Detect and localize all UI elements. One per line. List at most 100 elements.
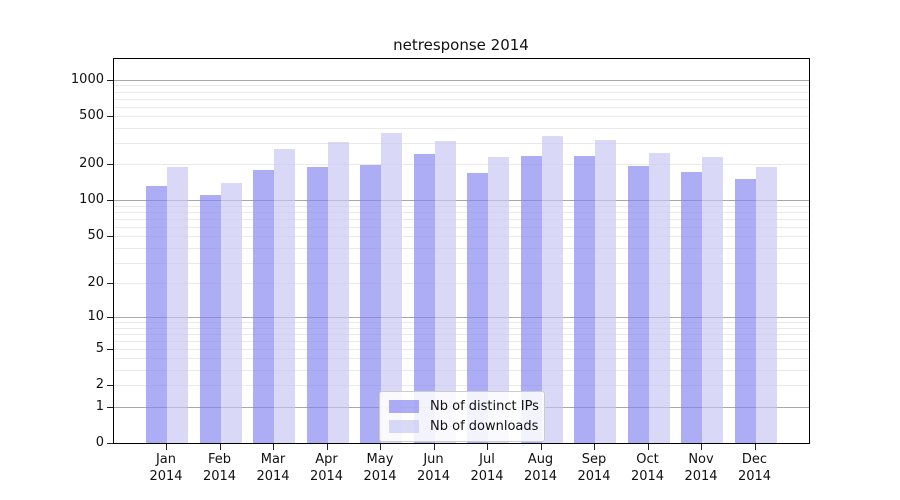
legend: Nb of distinct IPs Nb of downloads — [379, 391, 545, 442]
x-tick-mark — [380, 444, 381, 450]
y-tick-mark — [107, 116, 113, 118]
x-axis-tick-label: Mar 2014 — [256, 452, 290, 484]
y-tick-mark — [107, 200, 113, 202]
legend-entry-downloads: Nb of downloads — [389, 419, 539, 434]
grid-line-minor — [114, 247, 809, 249]
y-axis-tick-label: 2 — [95, 377, 104, 393]
bar-downloads — [702, 156, 723, 443]
bar-distinct-ips — [146, 185, 167, 443]
grid-line-minor — [114, 282, 809, 284]
bar-distinct-ips — [306, 166, 328, 443]
bar-distinct-ips — [681, 171, 702, 443]
y-tick-mark — [107, 79, 113, 81]
chart-title: netresponse 2014 — [393, 36, 529, 54]
x-tick-mark — [433, 444, 435, 450]
grid-line-minor — [114, 348, 809, 350]
grid-line-minor — [114, 127, 809, 129]
y-axis-tick-label: 1000 — [70, 71, 104, 87]
legend-swatch-downloads — [389, 420, 419, 433]
legend-label-distinct-ips: Nb of distinct IPs — [430, 399, 539, 414]
y-tick-mark — [107, 164, 113, 166]
x-axis-tick-label: Apr 2014 — [309, 452, 344, 484]
grid-line-minor — [114, 164, 809, 166]
grid-line-minor — [114, 116, 809, 118]
y-axis-tick-label: 50 — [87, 228, 104, 244]
bar-distinct-ips — [467, 173, 488, 443]
x-axis-tick-label: Nov 2014 — [684, 452, 718, 484]
grid-line-minor — [114, 218, 809, 220]
y-tick-mark — [107, 316, 113, 318]
y-axis-tick-label: 200 — [79, 156, 104, 172]
x-axis-tick-label: Dec 2014 — [737, 452, 772, 484]
y-axis-tick-label: 0 — [95, 435, 104, 450]
legend-label-downloads: Nb of downloads — [430, 419, 539, 434]
y-axis-tick-label: 1 — [95, 398, 104, 414]
y-tick-mark — [107, 406, 113, 408]
bar-distinct-ips — [627, 165, 649, 443]
y-tick-mark — [107, 282, 113, 284]
grid-line-minor — [114, 385, 809, 387]
grid-line-major — [114, 200, 809, 202]
x-axis-tick-label: Jul 2014 — [470, 452, 504, 484]
bar-distinct-ips — [734, 179, 756, 443]
bar-downloads — [488, 156, 509, 443]
grid-line-major — [114, 316, 809, 318]
bar-downloads — [327, 141, 349, 443]
bar-downloads — [381, 133, 402, 443]
bar-downloads — [220, 183, 242, 443]
grid-line-minor — [114, 321, 809, 323]
x-axis-tick-label: Oct 2014 — [630, 452, 665, 484]
x-tick-mark — [647, 444, 649, 450]
grid-line-minor — [114, 85, 809, 87]
bar-downloads — [755, 167, 777, 443]
grid-line-minor — [114, 370, 809, 372]
grid-line-minor — [114, 358, 809, 360]
x-tick-mark — [487, 444, 488, 450]
x-tick-mark — [219, 444, 221, 450]
x-tick-mark — [326, 444, 328, 450]
y-tick-mark — [107, 443, 113, 444]
x-tick-mark — [594, 444, 595, 450]
grid-line-minor — [114, 236, 809, 238]
bar-distinct-ips — [520, 156, 542, 443]
bar-downloads — [648, 152, 670, 443]
bar-distinct-ips — [199, 194, 221, 443]
x-axis-tick-label: Sep 2014 — [577, 452, 611, 484]
y-tick-mark — [107, 385, 113, 387]
grid-line-minor — [114, 106, 809, 108]
x-tick-mark — [540, 444, 542, 450]
grid-line-minor — [114, 142, 809, 144]
grid-line-minor — [114, 98, 809, 100]
grid-line-major — [114, 79, 809, 81]
x-axis-tick-label: Jan 2014 — [149, 452, 183, 484]
y-tick-mark — [107, 348, 113, 350]
x-axis-tick-label: Feb 2014 — [202, 452, 237, 484]
x-tick-mark — [166, 444, 167, 450]
bar-downloads — [167, 166, 188, 443]
bar-distinct-ips — [253, 170, 274, 443]
bar-distinct-ips — [574, 155, 595, 443]
y-axis-tick-label: 20 — [87, 274, 104, 290]
y-axis-tick-label: 500 — [79, 108, 104, 124]
grid-line-minor — [114, 205, 809, 207]
bar-downloads — [595, 139, 616, 443]
legend-swatch-distinct-ips — [389, 400, 419, 413]
bar-distinct-ips — [360, 165, 381, 443]
x-tick-mark — [754, 444, 756, 450]
bar-downloads — [541, 135, 563, 443]
y-axis-tick-label: 5 — [95, 340, 104, 356]
y-axis-tick-label: 100 — [79, 192, 104, 208]
x-tick-mark — [273, 444, 274, 450]
plot-area — [113, 58, 810, 444]
grid-line-minor — [114, 333, 809, 335]
x-axis-tick-label: Jun 2014 — [416, 452, 451, 484]
legend-entry-distinct-ips: Nb of distinct IPs — [389, 399, 539, 414]
grid-line-minor — [114, 212, 809, 213]
x-tick-mark — [701, 444, 702, 450]
bar-downloads — [274, 148, 295, 443]
x-axis-tick-label: May 2014 — [363, 452, 397, 484]
bar-downloads — [434, 141, 456, 443]
grid-line-minor — [114, 340, 809, 342]
bar-distinct-ips — [413, 153, 435, 443]
